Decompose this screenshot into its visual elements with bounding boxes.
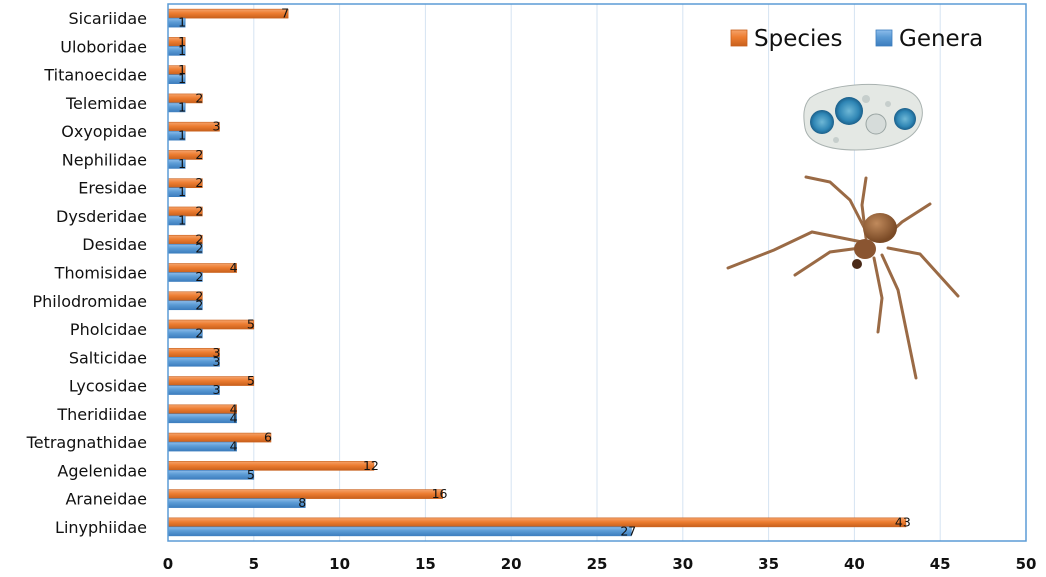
- category-label: Nephilidae: [62, 150, 147, 169]
- x-tick-label: 30: [672, 555, 693, 573]
- data-label-species: 5: [247, 317, 255, 332]
- bar-species: [167, 404, 237, 415]
- data-label-genera: 1: [178, 212, 186, 227]
- bar-species: [167, 319, 255, 330]
- x-tick-label: 15: [415, 555, 436, 573]
- data-label-species: 43: [895, 514, 911, 529]
- category-label: Telemidae: [65, 94, 147, 113]
- bar-genera: [167, 498, 306, 508]
- data-label-genera: 8: [298, 495, 306, 510]
- category-label: Lycosidae: [69, 377, 147, 396]
- category-label: Eresidae: [78, 179, 147, 198]
- category-label: Agelenidae: [57, 461, 147, 480]
- bar-species: [167, 461, 375, 471]
- data-label-species: 6: [264, 430, 272, 445]
- category-label: Uloboridae: [60, 37, 147, 56]
- data-labels: 7111112131212121224222523353446412516843…: [178, 6, 911, 539]
- data-label-genera: 2: [195, 297, 203, 312]
- category-label: Araneidae: [65, 490, 147, 509]
- x-tick-label: 10: [329, 555, 350, 573]
- data-label-genera: 1: [178, 99, 186, 114]
- data-label-genera: 1: [178, 71, 186, 86]
- data-label-species: 5: [247, 373, 255, 388]
- data-label-species: 2: [195, 90, 203, 105]
- legend-label-genera: Genera: [899, 26, 983, 52]
- category-label: Thomisidae: [54, 264, 147, 283]
- data-label-species: 1: [178, 62, 186, 77]
- data-label-species: 4: [230, 401, 238, 416]
- data-label-species: 2: [195, 232, 203, 247]
- category-label: Salticidae: [69, 348, 147, 367]
- x-tick-label: 0: [163, 555, 173, 573]
- bar-genera: [167, 413, 237, 424]
- data-label-genera: 3: [213, 382, 221, 397]
- x-tick-label: 50: [1016, 555, 1037, 573]
- x-tick-label: 5: [249, 555, 259, 573]
- data-label-species: 2: [195, 203, 203, 218]
- data-label-species: 3: [213, 345, 221, 360]
- data-label-species: 2: [195, 175, 203, 190]
- data-label-species: 3: [213, 119, 221, 134]
- category-label: Theridiidae: [56, 405, 147, 424]
- legend-label-species: Species: [754, 26, 843, 52]
- y-axis-category-labels: Sicariidae Uloboridae Titanoecidae Telemida…: [26, 9, 147, 537]
- data-label-genera: 4: [230, 439, 238, 454]
- gridlines: [253, 4, 941, 541]
- category-label: Linyphiidae: [55, 518, 147, 537]
- data-label-genera: 2: [195, 326, 203, 341]
- category-label: Sicariidae: [69, 9, 147, 28]
- data-label-species: 16: [432, 486, 448, 501]
- bar-genera: [167, 470, 255, 480]
- cell-micrograph-image: [803, 83, 923, 151]
- data-label-species: 2: [195, 147, 203, 162]
- x-tick-label: 20: [501, 555, 522, 573]
- data-label-species: 1: [178, 34, 186, 49]
- data-label-genera: 2: [195, 241, 203, 256]
- bars: [167, 8, 907, 537]
- data-label-species: 2: [195, 288, 203, 303]
- category-label: Dysderidae: [56, 207, 147, 226]
- x-tick-label: 45: [930, 555, 951, 573]
- category-label: Desidae: [82, 235, 147, 254]
- data-label-species: 7: [281, 6, 289, 21]
- data-label-genera: 4: [230, 410, 238, 425]
- legend-swatch-genera: [875, 29, 893, 47]
- bar-species: [167, 432, 272, 443]
- data-label-genera: 1: [178, 15, 186, 30]
- data-label-species: 4: [230, 260, 238, 275]
- category-label: Titanoecidae: [43, 66, 147, 85]
- spider-image: [726, 175, 960, 380]
- x-axis-tick-labels: 0 5 10 15 20 25 30 35 40 45 50: [163, 555, 1037, 573]
- bar-genera: [167, 441, 237, 452]
- data-label-genera: 3: [213, 354, 221, 369]
- data-label-genera: 2: [195, 269, 203, 284]
- x-tick-label: 35: [758, 555, 779, 573]
- data-label-genera: 1: [178, 156, 186, 171]
- data-label-genera: 1: [178, 43, 186, 58]
- bar-species: [167, 376, 255, 386]
- category-label: Oxyopidae: [61, 122, 147, 141]
- spider-body: [852, 213, 897, 269]
- data-label-genera: 27: [620, 523, 636, 538]
- plot-area-frame: [167, 3, 1027, 542]
- bar-genera: [167, 526, 632, 537]
- data-label-genera: 5: [247, 467, 255, 482]
- x-tick-label: 40: [844, 555, 865, 573]
- data-label-genera: 1: [178, 128, 186, 143]
- category-label: Pholcidae: [70, 320, 147, 339]
- data-label-genera: 1: [178, 184, 186, 199]
- data-label-species: 12: [363, 458, 379, 473]
- category-label: Tetragnathidae: [26, 433, 147, 452]
- x-tick-label: 25: [587, 555, 608, 573]
- legend: Species Genera: [730, 26, 983, 52]
- bar-species: [167, 517, 907, 528]
- legend-swatch-species: [730, 29, 748, 47]
- category-label: Philodromidae: [33, 292, 147, 311]
